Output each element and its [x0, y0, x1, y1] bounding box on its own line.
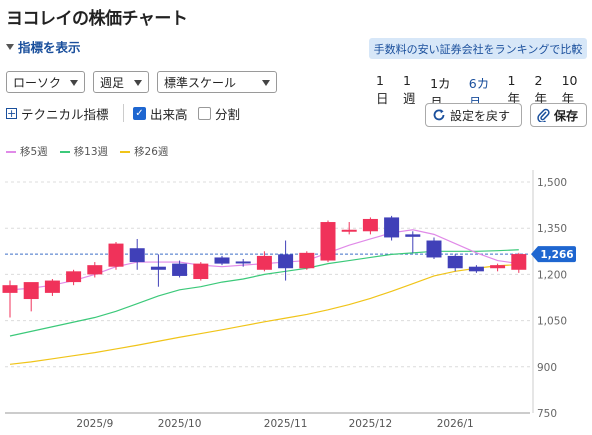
legend-item: 移5週 [6, 144, 48, 159]
current-price-label: 1,266 [540, 249, 573, 261]
candle-body [299, 252, 315, 269]
candle-body [490, 265, 506, 269]
check-icon: ✓ [133, 107, 146, 120]
scale-select[interactable]: 標準スケール [157, 71, 277, 93]
candle-body [362, 218, 378, 232]
legend-label: 移13週 [73, 146, 109, 158]
y-tick-label: 1,050 [537, 316, 567, 328]
candle-body [23, 282, 39, 300]
candle-body [108, 243, 124, 267]
candle-body [511, 254, 527, 270]
x-tick-label: 2026/1 [437, 418, 474, 430]
indicator-toggle[interactable]: 指標を表示 [6, 37, 81, 56]
chevron-down-icon [134, 80, 142, 86]
checkbox-empty-icon [198, 107, 211, 120]
divider [123, 104, 124, 122]
indicator-toggle-label: 指標を表示 [18, 40, 81, 55]
save-button[interactable]: 保存 [530, 103, 587, 127]
candle-body [468, 266, 484, 272]
candlestick-chart: 1,500 1,350 1,200 1,050 900 750 2025/9 2025/10 2… [2, 170, 576, 430]
technical-indicator-toggle[interactable]: + テクニカル指標 [6, 104, 109, 123]
volume-label: 出来高 [150, 107, 188, 122]
technical-indicator-label: テクニカル指標 [21, 107, 109, 122]
period-select[interactable]: 週足 [93, 71, 149, 93]
candle-body [235, 261, 251, 264]
y-tick-label: 1,350 [537, 223, 567, 235]
legend-label: 移5週 [20, 146, 48, 158]
y-tick-label: 1,200 [537, 269, 567, 281]
paperclip-icon [537, 108, 550, 122]
range-tab[interactable]: 1週 [403, 73, 416, 106]
x-tick-label: 2025/9 [76, 418, 113, 430]
legend-item: 移26週 [120, 144, 168, 159]
candle-body [384, 217, 400, 238]
legend-item: 移13週 [59, 144, 109, 159]
candle-body [426, 240, 442, 258]
compare-brokers-button[interactable]: 手数料の安い証券会社をランキングで比較 [369, 38, 587, 59]
candle-body [150, 266, 166, 270]
refresh-icon [433, 109, 445, 121]
reset-settings-label: 設定を戻す [450, 108, 511, 123]
x-tick-label: 2025/12 [349, 418, 393, 430]
legend-swatch [120, 150, 131, 153]
range-tab[interactable]: 10年 [561, 73, 578, 106]
volume-checkbox[interactable]: ✓ 出来高 [133, 104, 188, 123]
candle-body [87, 265, 103, 275]
candle-body [214, 257, 230, 264]
x-tick-label: 2025/11 [264, 418, 308, 430]
x-tick-label: 2025/10 [158, 418, 202, 430]
y-tick-label: 750 [537, 408, 557, 420]
chart-type-value: ローソク [13, 75, 62, 90]
triangle-down-icon [6, 43, 14, 50]
candle-body [278, 254, 294, 269]
ma26-line [9, 263, 519, 365]
reset-settings-button[interactable]: 設定を戻す [425, 103, 522, 127]
candle-body [2, 285, 18, 293]
legend-swatch [59, 150, 70, 153]
range-tab[interactable]: 1日 [376, 73, 389, 106]
candle-body [320, 222, 336, 261]
chevron-down-icon [262, 80, 270, 86]
range-tab[interactable]: 1年 [507, 73, 520, 106]
candle-body [66, 271, 82, 283]
range-tab[interactable]: 2年 [534, 73, 548, 106]
candle-body [341, 229, 357, 232]
chart-type-select[interactable]: ローソク [6, 71, 85, 93]
chevron-down-icon [70, 80, 78, 86]
page-title: ヨコレイの株価チャート [6, 9, 188, 29]
candle-body [44, 280, 60, 293]
y-tick-label: 900 [537, 362, 557, 374]
candle-body [447, 255, 463, 269]
legend-swatch [6, 150, 16, 153]
current-price-badge [531, 246, 576, 263]
candle-body [256, 255, 272, 270]
split-label: 分割 [215, 107, 241, 122]
scale-value: 標準スケール [164, 75, 237, 90]
range-tabs: 1日1週1カ月6カ月1年2年10年 [372, 73, 592, 117]
candle-body [172, 263, 188, 276]
candle-body [129, 248, 145, 263]
candle-body [405, 234, 421, 237]
legend-label: 移26週 [134, 146, 169, 158]
save-label: 保存 [554, 108, 579, 123]
split-checkbox[interactable]: 分割 [198, 104, 240, 123]
period-value: 週足 [100, 75, 125, 90]
candle-body [193, 263, 209, 280]
plus-icon: + [6, 107, 17, 120]
chart-legend: 移5週 移13週 移26週 [6, 144, 168, 159]
y-tick-label: 1,500 [537, 177, 567, 189]
